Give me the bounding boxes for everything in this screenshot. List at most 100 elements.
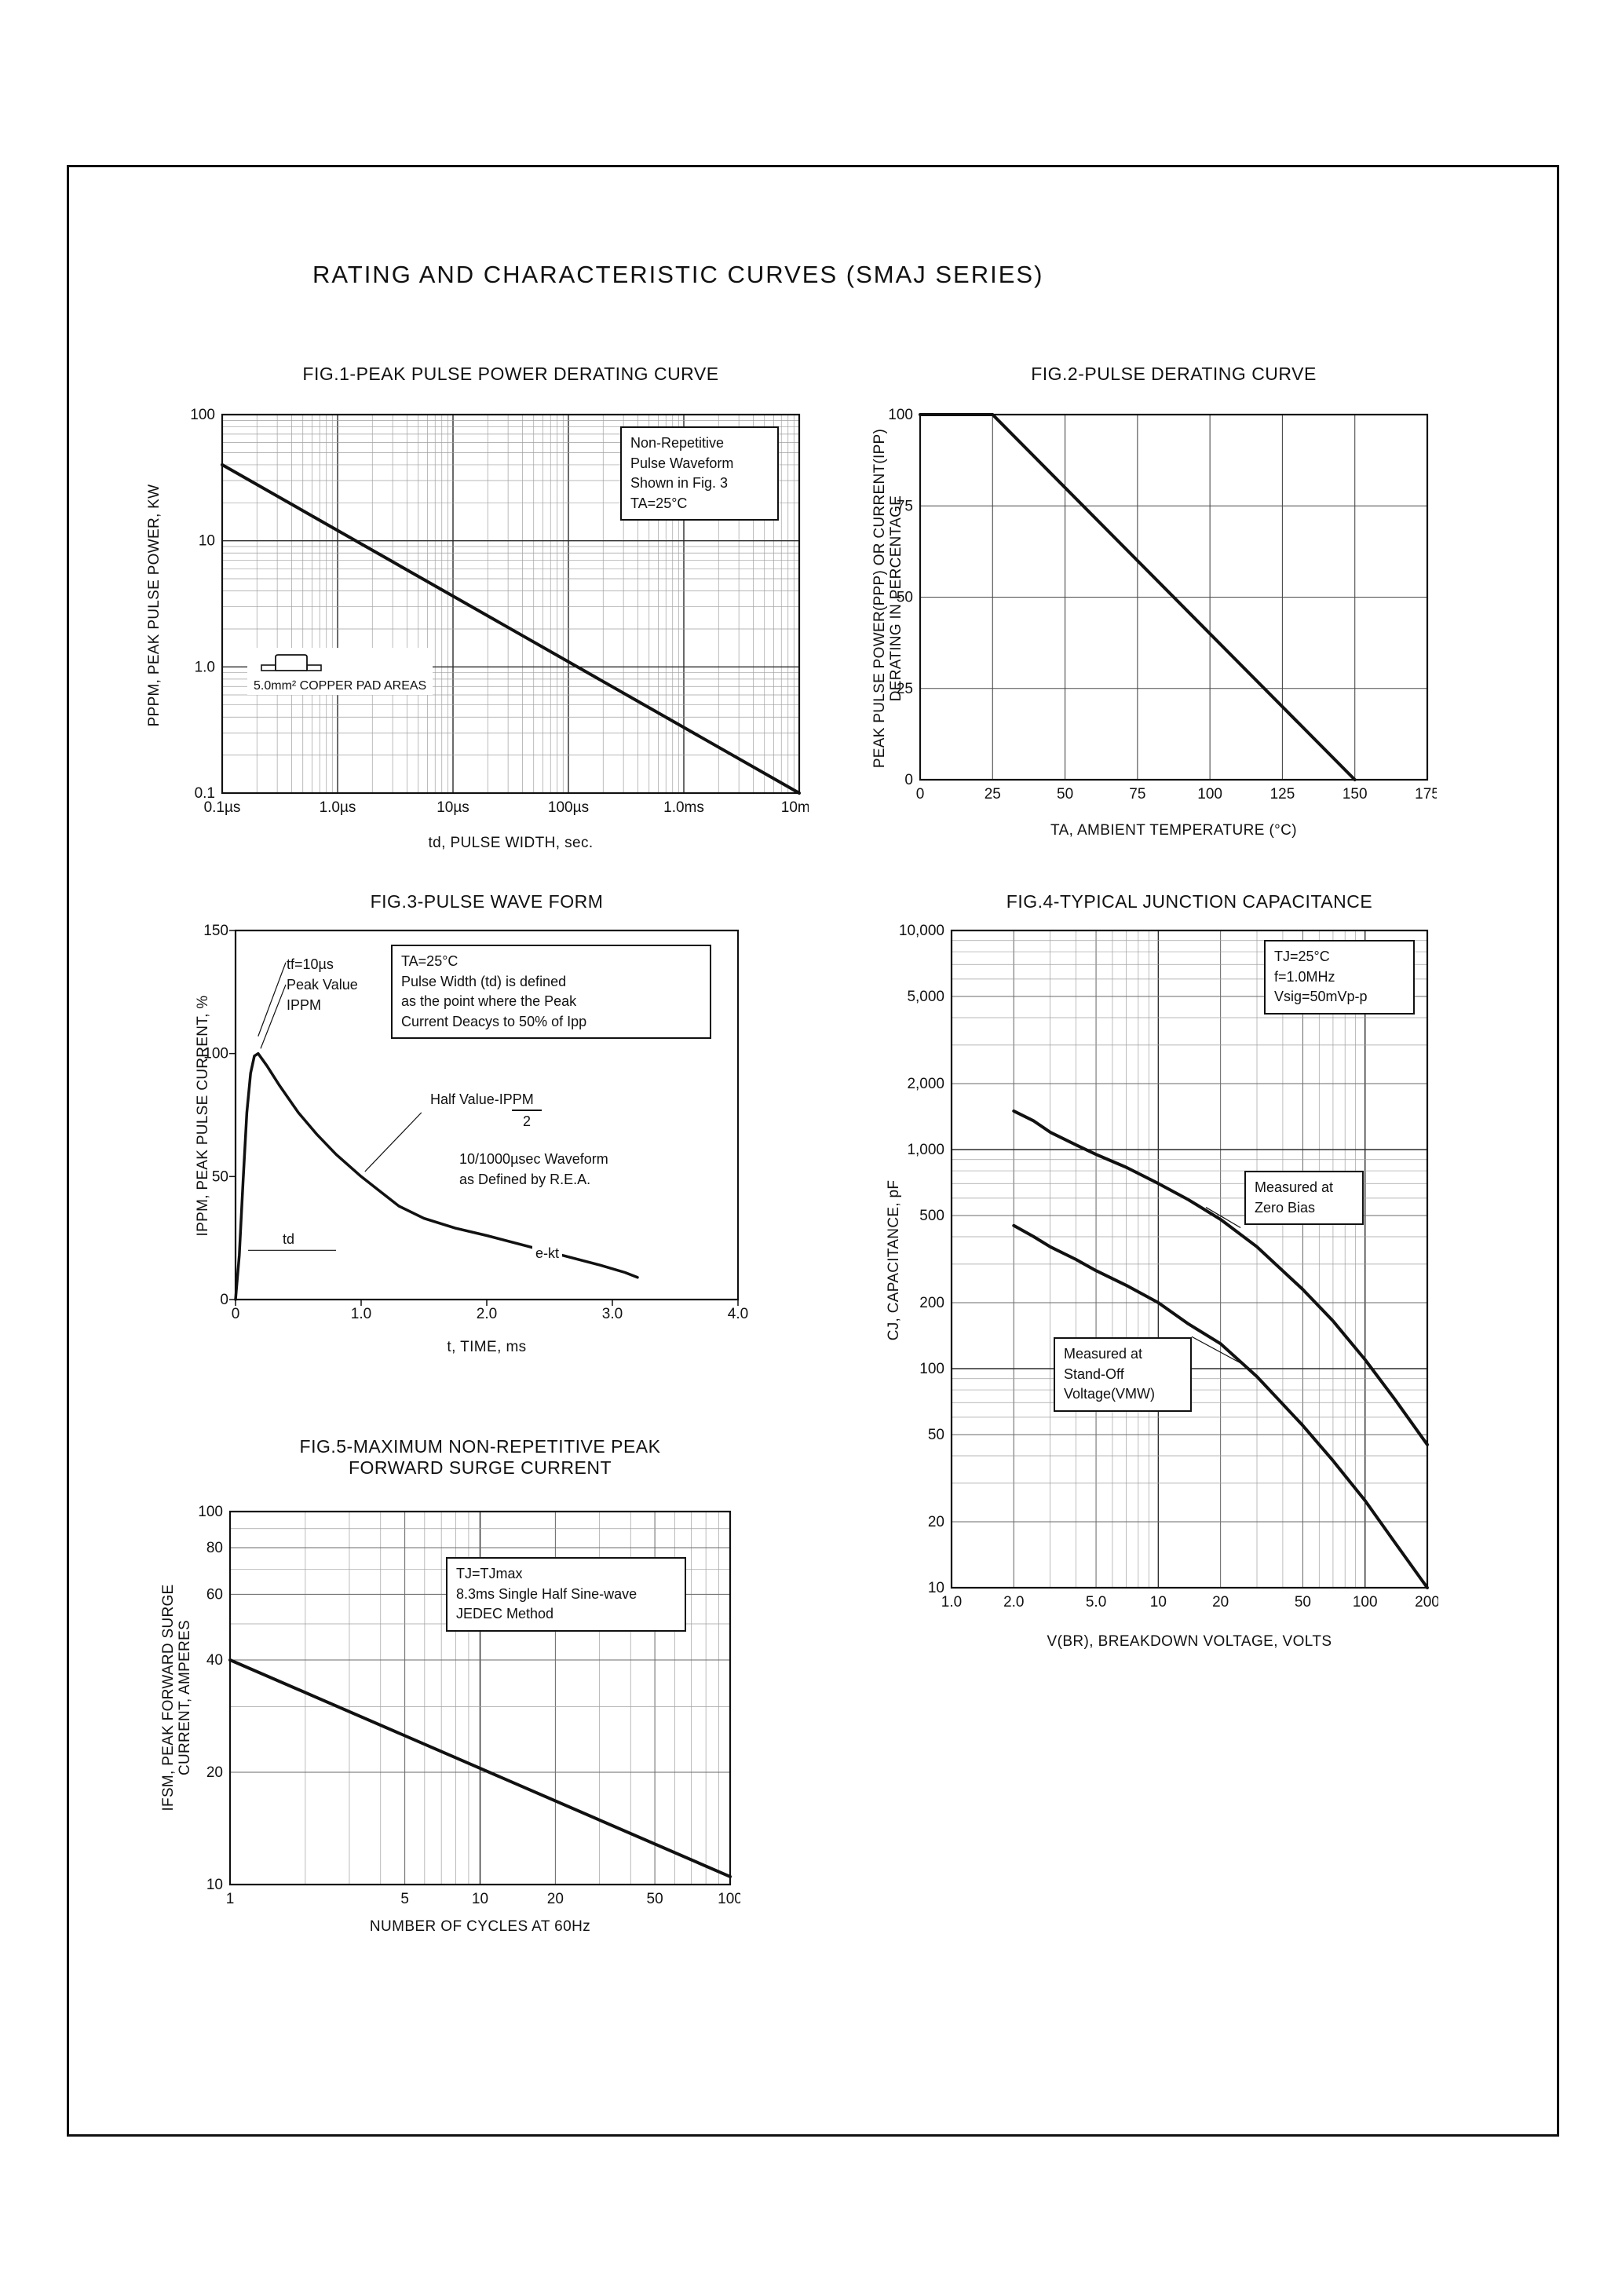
svg-text:1: 1 [226,1891,235,1907]
svg-text:4.0: 4.0 [728,1306,748,1322]
svg-text:5: 5 [400,1891,409,1907]
svg-text:100µs: 100µs [548,799,589,816]
fig1-x-axis-label: td, PULSE WIDTH, sec. [428,835,594,851]
svg-text:0: 0 [220,1292,228,1308]
fig2-chart: 0 25 50 75 100 125 150 175 100 75 50 25 0 [888,407,1437,803]
svg-text:100: 100 [919,1361,944,1377]
svg-text:20: 20 [547,1891,564,1907]
y-label-line: PEAK PULSE POWER(PPP) OR CURRENT(IPP) [871,428,888,769]
svg-text:100: 100 [1353,1594,1378,1610]
ann-line: as Defined by R.E.A. [459,1172,591,1188]
page-border [67,165,1559,2137]
fig4-condition-note: TJ=25°C f=1.0MHz Vsig=50mVp-p [1264,940,1415,1015]
svg-text:150: 150 [203,923,228,939]
fig3-waveform-note: 10/1000µsec Waveform as Defined by R.E.A… [459,1149,608,1190]
svg-text:100: 100 [718,1891,740,1907]
svg-text:0: 0 [232,1306,240,1322]
fig5-title-line2: FORWARD SURGE CURRENT [348,1457,612,1478]
fig4-section: FIG.4-TYPICAL JUNCTION CAPACITANCE 1.0 2.… [848,883,1578,1724]
y-label-line: DERATING IN PERCENTAGE [888,495,904,702]
note-line: Non-Repetitive [630,435,725,451]
svg-text:50: 50 [928,1427,944,1443]
half-value-text: Half Value-IPPM [430,1091,534,1107]
ann-line: IPPM [287,997,322,1014]
note-line: Shown in Fig. 3 [630,475,729,492]
svg-text:200: 200 [1415,1594,1438,1610]
fig5-y-axis-label: IFSM, PEAK FORWARD SURGE CURRENT, AMPERE… [160,1525,193,1870]
fig1-section: FIG.1-PEAK PULSE POWER DERATING CURVE 0.… [110,357,848,887]
note-line: Vsig=50mVp-p [1274,989,1368,1005]
fig1-chart: 0.1µs 1.0µs 10µs 100µs 1.0ms 10ms 100 10 1.0 0.1 [190,407,809,816]
fig3-condition-note: TA=25°C Pulse Width (td) is defined as t… [391,945,711,1040]
svg-text:80: 80 [206,1540,223,1556]
note-line: TJ=TJmax [456,1566,523,1581]
svg-text:5.0: 5.0 [1086,1594,1106,1610]
svg-text:1.0: 1.0 [351,1306,371,1322]
svg-text:10,000: 10,000 [899,923,944,939]
note-line: Measured at [1255,1179,1334,1195]
svg-text:0: 0 [916,786,925,803]
svg-text:10: 10 [206,1877,223,1893]
fig1-title: FIG.1-PEAK PULSE POWER DERATING CURVE [302,364,719,384]
fig2-title: FIG.2-PULSE DERATING CURVE [1031,364,1317,384]
svg-text:1.0ms: 1.0ms [663,799,704,816]
svg-text:25: 25 [897,681,913,697]
fig5-condition-note: TJ=TJmax 8.3ms Single Half Sine-wave JED… [446,1557,686,1632]
fig5-section: FIG.5-MAXIMUM NON-REPETITIVE PEAK FORWAR… [126,1433,832,1967]
svg-text:40: 40 [206,1652,223,1669]
svg-text:50: 50 [897,590,913,606]
fig4-chart: 1.0 2.0 5.0 10 20 50 100 200 10,000 5,000 2,000 1,0… [899,923,1438,1610]
sma-package-icon [261,654,322,671]
svg-text:50: 50 [212,1168,228,1185]
note-line: TJ=25°C [1274,949,1330,964]
svg-text:10: 10 [199,533,215,550]
svg-text:1,000: 1,000 [907,1142,944,1158]
fig3-x-axis-label: t, TIME, ms [447,1339,527,1355]
fig2-section: FIG.2-PULSE DERATING CURVE 0 25 50 75 100 125… [848,357,1570,887]
svg-text:2,000: 2,000 [907,1076,944,1092]
svg-text:10: 10 [1150,1594,1167,1610]
note-line: as the point where the Peak [401,993,577,1010]
svg-text:2.0: 2.0 [1003,1594,1024,1610]
svg-text:100: 100 [203,1046,228,1062]
fig3-title: FIG.3-PULSE WAVE FORM [370,891,604,912]
fig4-y-axis-label: CJ, CAPACITANCE, pF [886,1179,902,1341]
svg-text:500: 500 [919,1208,944,1224]
fig4-x-axis-label: V(BR), BREAKDOWN VOLTAGE, VOLTS [1047,1633,1332,1650]
page-title: RATING AND CHARACTERISTIC CURVES (SMAJ S… [312,261,1044,288]
note-line: Measured at [1064,1346,1143,1362]
svg-text:200: 200 [919,1295,944,1311]
fig5-title: FIG.5-MAXIMUM NON-REPETITIVE PEAK FORWAR… [230,1436,730,1479]
fig2-y-axis-label: PEAK PULSE POWER(PPP) OR CURRENT(IPP) DE… [871,414,904,783]
ann-line: tf=10µs [287,956,334,972]
svg-text:50: 50 [647,1891,663,1907]
svg-text:25: 25 [985,786,1001,803]
fig3-section: FIG.3-PULSE WAVE FORM 0 1.0 2.0 3.0 4.0 150 10… [126,883,832,1406]
note-line: TA=25°C [630,495,688,511]
note-line: JEDEC Method [456,1606,554,1622]
note-line: Pulse Width (td) is defined [401,973,567,989]
svg-text:10ms: 10ms [781,799,809,816]
half-value-denominator: 2 [512,1110,542,1132]
svg-text:100: 100 [888,407,913,423]
svg-text:150: 150 [1343,786,1368,803]
fig4-title: FIG.4-TYPICAL JUNCTION CAPACITANCE [1006,891,1373,912]
svg-text:1.0µs: 1.0µs [320,799,356,816]
fig5-title-line1: FIG.5-MAXIMUM NON-REPETITIVE PEAK [299,1436,661,1457]
svg-text:5,000: 5,000 [907,989,944,1005]
svg-text:100: 100 [198,1504,223,1520]
note-line: Zero Bias [1255,1199,1316,1216]
fig4-zero-bias-note: Measured at Zero Bias [1244,1171,1364,1226]
fig1-y-axis-label: PPPM, PEAK PULSE POWER, KW [146,484,163,727]
svg-text:10µs: 10µs [437,799,469,816]
svg-text:20: 20 [928,1514,944,1530]
svg-text:60: 60 [206,1586,223,1603]
ann-line: Peak Value [287,977,358,993]
note-line: Pulse Waveform [630,455,734,471]
svg-text:0.1µs: 0.1µs [204,799,241,816]
note-line: TA=25°C [401,953,458,969]
svg-text:50: 50 [1057,786,1073,803]
note-line: Voltage(VMW) [1064,1386,1156,1402]
fig1-pad-label: 5.0mm² COPPER PAD AREAS [254,679,427,693]
